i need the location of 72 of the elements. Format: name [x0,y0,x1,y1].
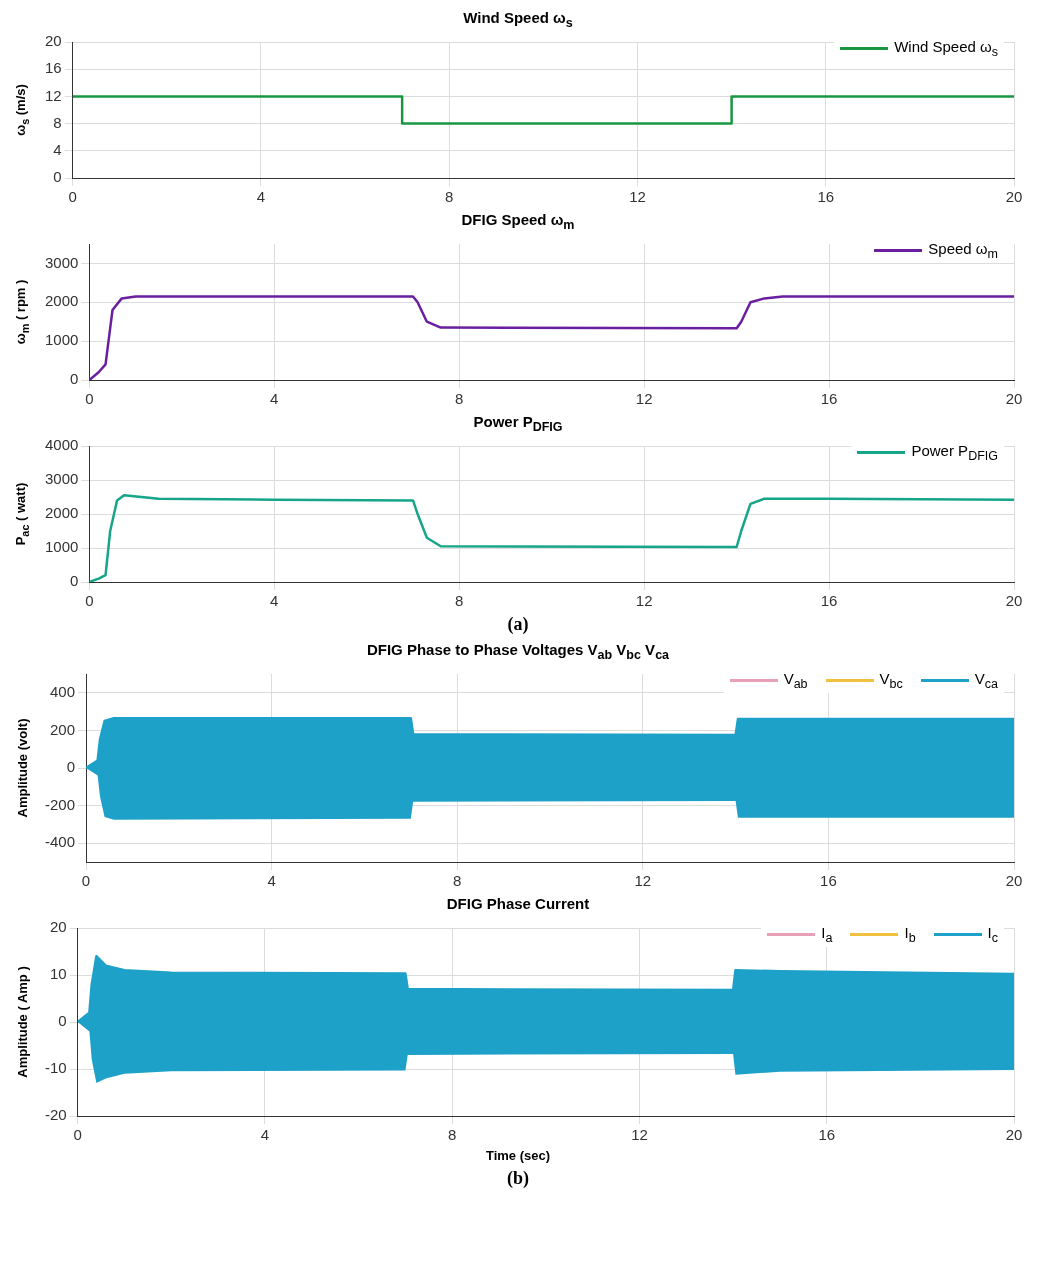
x-tick-label: 8 [453,872,462,890]
x-tick-label: 20 [1005,872,1023,890]
y-tick-label: 2000 [44,292,79,310]
legend-label: Speed ω$_{m}$ [928,240,998,261]
chart-title: DFIG Phase to Phase Voltages V$_{ab}$ V$_{bc}$ V$_{ca}$ [365,640,671,662]
legend-label: Wind Speed ω$_{s}$ [894,38,998,59]
x-tick-label: 20 [1005,1126,1023,1144]
x-tick-label: 16 [818,1126,836,1144]
y-tick-label: 0 [66,758,76,776]
y-tick-label: 8 [53,113,62,131]
x-tick-label: 8 [455,390,464,408]
legend-label: V$_{ab}$ [783,670,808,691]
legend-label: I$_{b}$ [904,924,916,945]
x-tick-label: 12 [634,872,652,890]
y-tick-label: 20 [49,918,67,936]
x-tick-label: 0 [85,592,94,610]
y-tick-label: 4 [53,140,62,158]
x-tick-label: 12 [635,592,653,610]
x-tick-label: 0 [85,390,94,408]
x-tick-label: 20 [1005,188,1023,206]
y-tick-label: 16 [45,59,62,77]
legend-label: Power P$_{DFIG}$ [911,442,998,463]
x-tick-label: 16 [820,872,837,890]
x-tick-label: 12 [629,188,646,206]
x-tick-label: 4 [260,1126,270,1144]
legend-label: I$_{c}$ [987,924,998,945]
y-tick-label: -200 [44,795,76,813]
x-tick-label: 4 [270,390,279,408]
y-axis-title: Amplitude ( Amp ) [14,966,30,1078]
y-tick-label: 12 [45,86,62,104]
x-tick-label: 4 [256,188,266,206]
text: (a) [506,614,530,636]
legend-label: V$_{ca}$ [974,670,998,691]
y-axis-title: Amplitude (volt) [14,718,30,818]
y-tick-label: 1000 [44,331,79,349]
x-tick-label: 16 [817,188,835,206]
x-tick-label: 12 [635,390,653,408]
x-tick-label: 12 [631,1126,648,1144]
x-tick-label: 8 [445,188,454,206]
y-tick-label: -20 [44,1106,67,1124]
y-tick-label: 10 [49,965,67,983]
x-tick-label: 0 [81,872,91,890]
x-tick-label: 20 [1005,592,1023,610]
chart-title: Power P$_{DFIG}$ [472,412,564,434]
chart-title: Wind Speed ω$_{s}$ [462,8,574,30]
y-tick-label: 1000 [44,538,79,556]
x-tick-label: 8 [455,592,464,610]
legend-label: V$_{bc}$ [879,670,903,691]
y-tick-label: 2000 [44,504,79,522]
x-tick-label: 4 [267,872,276,890]
y-tick-label: 3000 [44,253,79,271]
y-tick-label: 200 [49,720,76,738]
x-tick-label: 16 [820,592,838,610]
text: (b) [506,1168,530,1190]
x-axis-title: Time (sec) [484,1148,552,1165]
legend-label: I$_{a}$ [821,924,833,945]
x-tick-label: 8 [448,1126,457,1144]
y-tick-label: -10 [44,1059,67,1077]
x-tick-label: 20 [1005,390,1023,408]
y-tick-label: 0 [53,168,62,186]
chart-title: DFIG Phase Current [445,894,591,914]
y-tick-label: -400 [44,833,76,851]
x-tick-label: 4 [270,592,279,610]
y-tick-label: 3000 [44,470,79,488]
y-tick-label: 0 [58,1012,67,1030]
x-tick-label: 16 [820,390,838,408]
y-tick-label: 400 [49,682,76,700]
y-tick-label: 20 [45,32,62,50]
chart-title: DFIG Speed ω$_{m}$ [460,210,576,232]
y-tick-label: 0 [70,572,79,590]
y-tick-label: 4000 [44,436,79,454]
y-tick-label: 0 [70,370,79,388]
